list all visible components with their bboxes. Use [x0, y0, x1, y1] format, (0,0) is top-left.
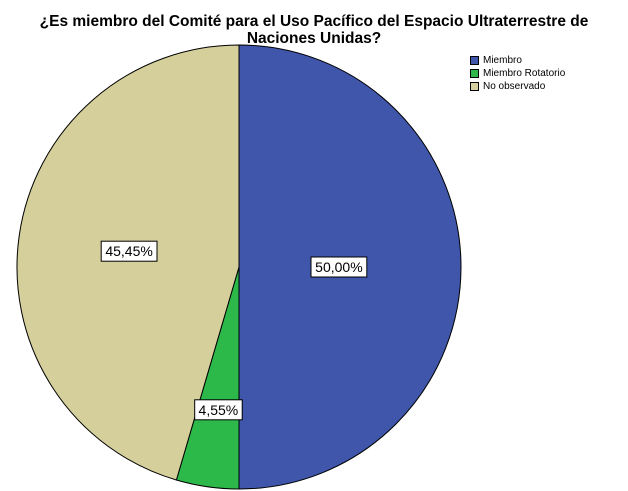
legend-label-miembro-rotatorio: Miembro Rotatorio	[483, 68, 566, 79]
legend-item-miembro: Miembro	[470, 54, 565, 67]
legend-label-no-observado: No observado	[483, 81, 546, 92]
slice-label-text: 4,55%	[199, 402, 239, 418]
chart-title-line-2: Naciones Unidas?	[246, 30, 382, 47]
slice-label-text: 45,45%	[105, 243, 152, 259]
slice-label-box	[310, 256, 368, 278]
legend-item-miembro-rotatorio: Miembro Rotatorio	[470, 67, 565, 80]
chart-legend: Miembro Miembro Rotatorio No observado	[470, 54, 565, 93]
chart-title-line-1: ¿Es miembro del Comité para el Uso Pacíf…	[39, 13, 589, 30]
legend-item-no-observado: No observado	[470, 80, 565, 93]
slice-label-miembro: 50,00%	[310, 256, 368, 278]
legend-swatch-miembro-rotatorio	[470, 69, 479, 78]
slice-label-no-observado: 45,45%	[100, 240, 158, 262]
slice-label-box	[100, 240, 158, 262]
chart-title: ¿Es miembro del Comité para el Uso Pacíf…	[0, 13, 628, 47]
legend-swatch-miembro	[470, 56, 479, 65]
slice-label-box	[194, 399, 243, 421]
slice-label-miembro-rotatorio: 4,55%	[194, 399, 243, 421]
legend-swatch-no-observado	[470, 82, 479, 91]
slice-label-text: 50,00%	[315, 259, 362, 275]
legend-label-miembro: Miembro	[483, 55, 522, 66]
pie-slice-no-observado	[16, 44, 240, 481]
